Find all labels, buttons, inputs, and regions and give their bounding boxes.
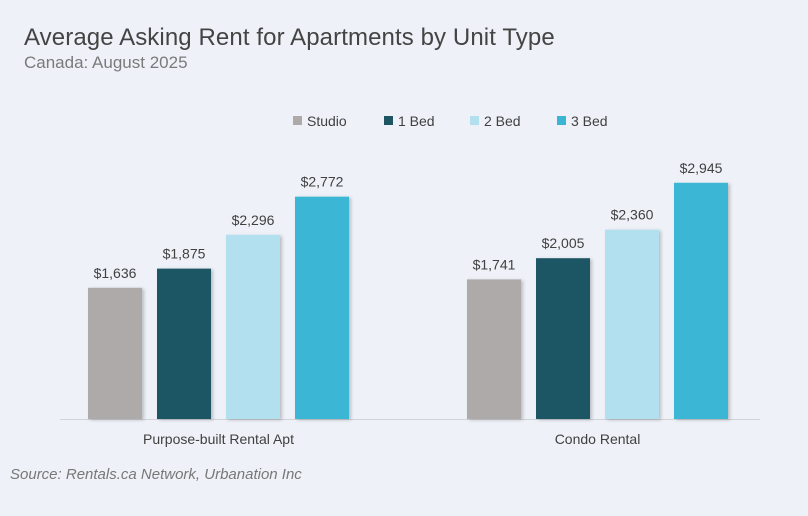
category-label-condo-rental: Condo Rental (555, 431, 641, 447)
bar-condo-rental-3-bed (674, 182, 728, 419)
legend-swatch-1-bed (384, 116, 393, 125)
bar-condo-rental-2-bed (605, 229, 659, 419)
legend-label-studio: Studio (307, 113, 347, 129)
chart-subtitle: Canada: August 2025 (24, 53, 188, 72)
value-label-purpose-built-rental-apt-3-bed: $2,772 (301, 174, 344, 190)
bar-purpose-built-rental-apt-2-bed (226, 234, 280, 419)
chart-title: Average Asking Rent for Apartments by Un… (24, 24, 555, 51)
value-label-condo-rental-2-bed: $2,360 (611, 207, 654, 223)
bar-condo-rental-1-bed (536, 258, 590, 419)
value-label-purpose-built-rental-apt-studio: $1,636 (94, 265, 137, 281)
value-label-purpose-built-rental-apt-1-bed: $1,875 (163, 246, 206, 262)
legend-swatch-3-bed (557, 116, 566, 125)
category-label-purpose-built-rental-apt: Purpose-built Rental Apt (143, 431, 294, 447)
legend-swatch-studio (293, 116, 302, 125)
value-labels-group: $1,636 $1,875 $2,296 $2,772 $1,741 $2,005 $2,3… (94, 160, 723, 281)
bar-condo-rental-studio (467, 279, 521, 419)
source-note: Source: Rentals.ca Network, Urbanation I… (10, 466, 302, 483)
category-labels-group: Purpose-built Rental Apt Condo Rental (143, 431, 640, 447)
legend-label-1-bed: 1 Bed (398, 113, 435, 129)
bars-group (88, 182, 728, 419)
bar-purpose-built-rental-apt-1-bed (157, 268, 211, 419)
chart-legend: Studio 1 Bed 2 Bed 3 Bed (293, 113, 608, 129)
legend-swatch-2-bed (470, 116, 479, 125)
bar-purpose-built-rental-apt-3-bed (295, 196, 349, 419)
value-label-condo-rental-3-bed: $2,945 (680, 160, 723, 176)
value-label-condo-rental-studio: $1,741 (473, 256, 516, 272)
value-label-purpose-built-rental-apt-2-bed: $2,296 (232, 212, 275, 228)
value-label-condo-rental-1-bed: $2,005 (542, 235, 585, 251)
legend-label-3-bed: 3 Bed (571, 113, 608, 129)
legend-label-2-bed: 2 Bed (484, 113, 521, 129)
bar-purpose-built-rental-apt-studio (88, 287, 142, 419)
